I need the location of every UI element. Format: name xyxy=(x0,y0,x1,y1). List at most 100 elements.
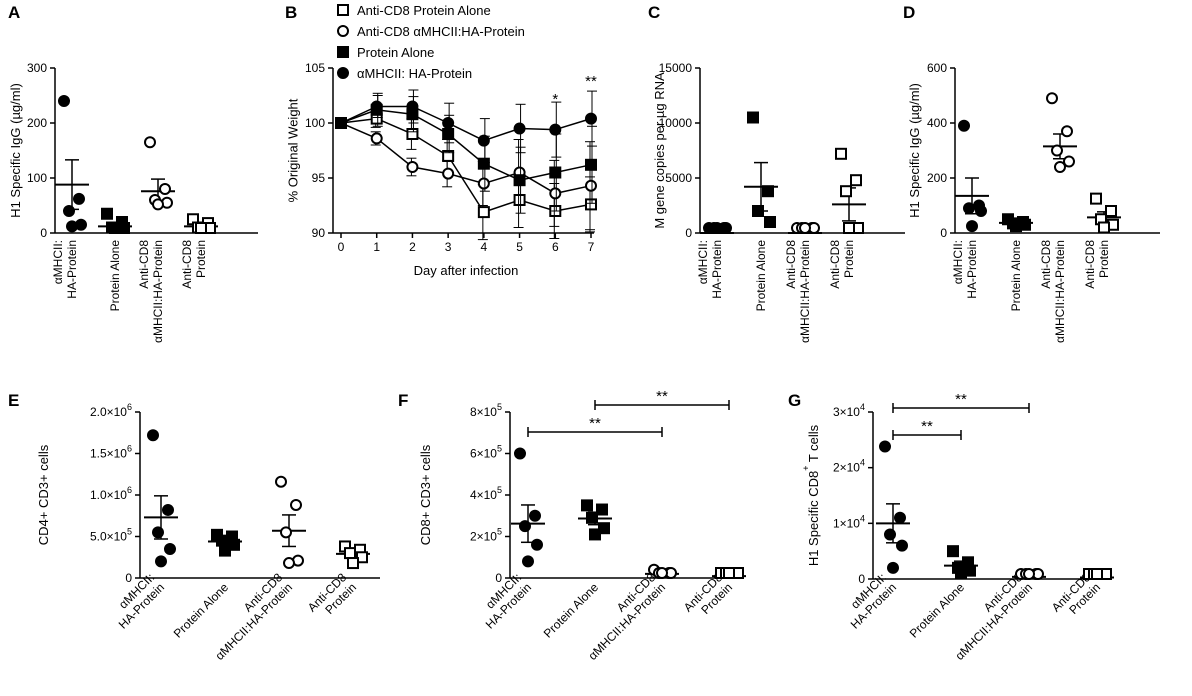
category-label-line: Protein Alone xyxy=(754,240,768,312)
sig-label: ** xyxy=(955,391,967,408)
annotation: * xyxy=(552,91,558,108)
data-point xyxy=(144,136,156,149)
x-tick-label: 7 xyxy=(588,240,595,254)
category-label-line: αMHCII:HA-Protein xyxy=(151,240,165,343)
category-label-line: Anti-CD8 xyxy=(1083,240,1097,289)
data-point xyxy=(850,174,862,187)
data-point xyxy=(147,429,159,442)
data-point xyxy=(216,534,228,547)
category-label-line: Protein xyxy=(1097,240,1111,278)
data-point xyxy=(1023,568,1035,580)
panel-label: G xyxy=(788,391,801,410)
data-point xyxy=(1090,192,1102,205)
y-label-main: H1 Specific CD8 xyxy=(806,471,821,566)
y-tick-mantissa: 2×10 xyxy=(470,530,497,544)
y-tick-label: 300 xyxy=(27,61,47,75)
y-tick-exponent: 5 xyxy=(497,485,502,495)
y-tick-label: 95 xyxy=(312,171,326,185)
x-tick-label: 1 xyxy=(373,240,380,254)
y-tick-label: 5000 xyxy=(665,171,692,185)
y-tick-exponent: 4 xyxy=(860,458,865,468)
category-label: Protein Alone xyxy=(171,580,232,641)
category-label: αMHCII:HA-Protein xyxy=(473,570,534,631)
category-label-line: HA-Protein xyxy=(965,240,979,299)
y-tick-mantissa: 2×10 xyxy=(833,461,860,475)
data-point xyxy=(1091,568,1103,580)
legend-label: Anti-CD8 αMHCII:HA-Protein xyxy=(357,24,525,39)
series-point xyxy=(406,100,419,113)
legend: Anti-CD8 Protein Alone Anti-CD8 αMHCII:HA… xyxy=(337,3,525,81)
series-point xyxy=(370,132,383,145)
series-point xyxy=(585,158,597,171)
category-label: Anti-CD8Protein xyxy=(180,240,208,289)
y-label-main: CD8+ CD3+ cells xyxy=(418,444,433,545)
series-point xyxy=(477,134,490,147)
category-label-line: Anti-CD8 xyxy=(137,240,151,289)
y-tick-label: 0 xyxy=(858,572,865,586)
data-point xyxy=(347,557,359,570)
category-label: Protein Alone xyxy=(1009,240,1023,312)
y-tick-label: 5.0×105 xyxy=(90,527,132,544)
y-tick-mantissa: 1.5×10 xyxy=(90,447,127,461)
annotation: ** xyxy=(585,73,597,90)
data-point xyxy=(947,545,959,558)
data-point xyxy=(344,547,356,560)
y-tick-mantissa: 6×10 xyxy=(470,447,497,461)
data-point xyxy=(58,95,70,107)
x-tick-label: 6 xyxy=(552,240,559,254)
data-point xyxy=(711,222,723,234)
series-point xyxy=(406,128,419,140)
category-label: αMHCII:HA-Protein xyxy=(106,570,167,631)
sig-label: ** xyxy=(589,415,601,432)
data-point xyxy=(519,520,531,533)
x-tick-label: 3 xyxy=(445,240,452,254)
y-axis-label: CD8+ CD3+ cells xyxy=(418,444,433,545)
series-point xyxy=(585,112,597,125)
y-tick-exponent: 5 xyxy=(497,444,502,454)
data-point xyxy=(887,561,899,574)
data-point xyxy=(598,522,610,535)
data-point xyxy=(840,185,852,198)
data-point xyxy=(581,499,593,512)
data-point xyxy=(975,205,987,217)
series-point xyxy=(477,157,490,170)
series-point xyxy=(442,150,455,162)
data-point xyxy=(275,475,287,488)
series-point xyxy=(442,167,455,180)
y-tick-exponent: 4 xyxy=(860,402,865,412)
y-tick-mantissa: 8×10 xyxy=(470,405,497,419)
data-point xyxy=(723,567,735,579)
data-point xyxy=(164,542,176,555)
data-point xyxy=(955,567,967,580)
category-label-line: Protein Alone xyxy=(907,580,968,641)
data-point xyxy=(1098,221,1110,234)
y-tick-label: 0 xyxy=(125,571,132,585)
category-label: Protein Alone xyxy=(108,240,122,312)
data-point xyxy=(1061,125,1073,138)
y-tick-label: 90 xyxy=(312,226,326,240)
data-point xyxy=(152,526,164,539)
legend-marker xyxy=(337,4,349,16)
y-tick-label: 4×105 xyxy=(470,485,502,502)
data-point xyxy=(586,511,598,524)
y-tick-label: 3×104 xyxy=(833,402,865,419)
series-point xyxy=(513,174,526,187)
series-point xyxy=(513,122,526,135)
category-label: Anti-CD8αMHCII:HA-Protein xyxy=(784,240,812,343)
data-point xyxy=(63,205,75,217)
y-axis-label: H1 Specific IgG (µg/ml) xyxy=(907,83,922,218)
category-label: Protein Alone xyxy=(541,580,602,641)
category-label-line: Protein Alone xyxy=(171,580,232,641)
series-point xyxy=(335,117,347,129)
sig-label: ** xyxy=(656,388,668,405)
data-point xyxy=(73,192,85,205)
y-tick-label: 1.5×106 xyxy=(90,444,132,461)
category-label: Protein Alone xyxy=(907,580,968,641)
y-tick-label: 100 xyxy=(305,116,325,130)
y-tick-label: 15000 xyxy=(659,61,693,75)
data-point xyxy=(752,205,764,217)
category-label: αMHCII:HA-Protein xyxy=(696,240,724,299)
data-point xyxy=(799,222,811,234)
y-axis-label: H1 Specific IgG (µg/ml) xyxy=(8,83,23,218)
